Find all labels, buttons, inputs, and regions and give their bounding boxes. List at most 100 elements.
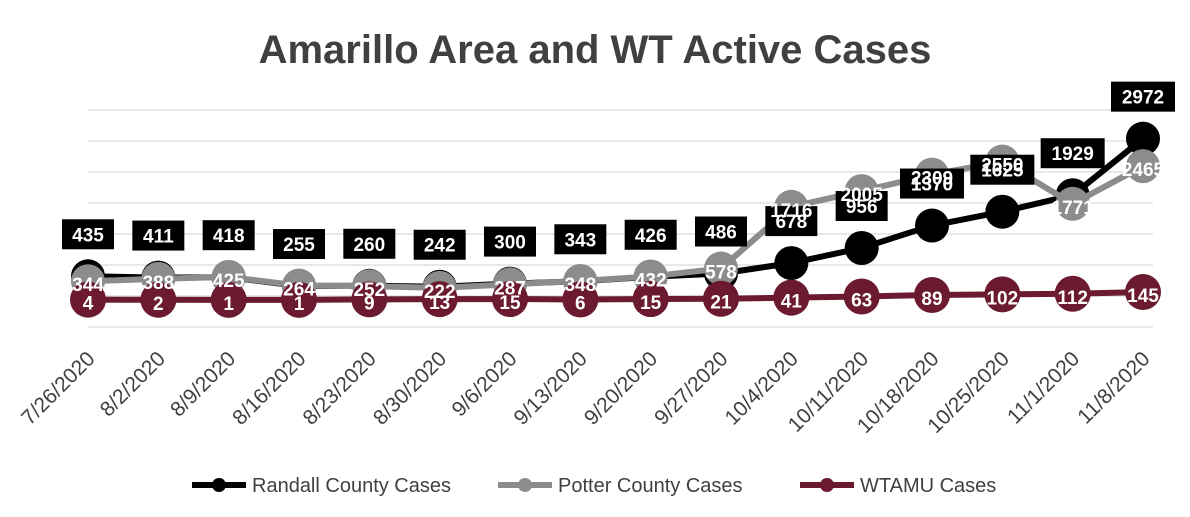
data-label-box	[835, 191, 888, 222]
data-label-text: 678	[775, 212, 807, 233]
data-label-text: 102	[986, 288, 1018, 309]
data-label-box	[202, 220, 255, 251]
x-tick-label: 11/1/2020	[1003, 347, 1084, 428]
x-tick-label: 8/16/2020	[228, 347, 310, 429]
data-label-text: 432	[635, 270, 667, 291]
data-label-text: 15	[640, 293, 662, 314]
data-label-text: 264	[283, 280, 315, 301]
data-label-box	[900, 168, 964, 199]
data-label-text: 344	[72, 275, 104, 296]
data-label: 63	[851, 290, 872, 311]
data-label-box	[132, 220, 185, 251]
data-point	[774, 246, 809, 281]
data-label-text: 145	[1127, 286, 1159, 307]
x-tick-label: 11/8/2020	[1073, 347, 1154, 428]
data-label-box	[62, 219, 114, 250]
data-label-box	[624, 219, 677, 250]
data-label-text: 348	[564, 275, 596, 296]
chart-title: Amarillo Area and WT Active Cases	[259, 28, 932, 72]
data-point	[915, 208, 949, 243]
data-label: 1625	[970, 154, 1035, 185]
data-point	[562, 281, 599, 318]
data-label-text: 1929	[1052, 144, 1094, 165]
data-point	[632, 281, 669, 318]
data-point	[703, 280, 739, 317]
x-tick-label: 8/23/2020	[299, 347, 381, 429]
data-label-text: 222	[424, 282, 456, 303]
data-label: 425	[213, 271, 245, 292]
data-label: 418	[202, 220, 255, 251]
data-label: 242	[413, 229, 466, 260]
data-label: 678	[765, 206, 818, 237]
data-label-box	[1111, 81, 1175, 112]
data-point	[1055, 186, 1090, 221]
data-label-text: 260	[353, 235, 385, 256]
data-label: 1	[223, 294, 234, 315]
data-point	[704, 251, 738, 286]
data-label-text: 418	[213, 226, 245, 247]
data-point	[140, 281, 177, 318]
data-label-text: 1771	[1052, 198, 1095, 219]
data-label-text: 287	[494, 278, 526, 299]
x-axis-tick-labels: 7/26/20208/2/20208/9/20208/16/20208/23/2…	[17, 347, 1154, 438]
data-label-text: 1716	[770, 201, 812, 222]
data-label-text: 343	[564, 230, 596, 251]
data-label-text: 13	[429, 293, 450, 314]
data-label-box	[273, 229, 325, 260]
data-label: 486	[695, 216, 747, 247]
data-label-text: 89	[921, 289, 942, 310]
x-tick-label: 9/13/2020	[510, 347, 592, 429]
data-label: 287	[494, 278, 526, 299]
data-point	[210, 281, 247, 318]
data-label-text: 2465	[1122, 160, 1165, 181]
data-label: 41	[781, 292, 803, 313]
data-label: 426	[624, 219, 677, 250]
data-label-box	[413, 229, 466, 260]
legend-label: WTAMU Cases	[860, 475, 996, 497]
data-label-box	[970, 154, 1035, 185]
legend-swatch-marker	[820, 478, 834, 492]
data-label-box	[484, 226, 536, 257]
data-label: 411	[132, 220, 185, 251]
data-label: 145	[1127, 286, 1159, 307]
data-label: 2309	[911, 169, 953, 190]
data-point	[843, 278, 880, 315]
data-point	[914, 277, 950, 314]
data-label-text: 252	[353, 280, 385, 301]
data-label-text: 435	[72, 225, 104, 246]
data-label: 255	[273, 229, 325, 260]
data-label-box	[554, 224, 607, 255]
data-point	[1125, 274, 1161, 311]
data-label-text: 300	[494, 233, 526, 254]
data-label-text: 242	[424, 236, 456, 257]
x-tick-label: 9/27/2020	[650, 347, 732, 429]
legend-entry: Randall County Cases	[192, 475, 451, 497]
legend-entry: WTAMU Cases	[800, 475, 996, 497]
data-label-text: 388	[142, 273, 174, 294]
x-tick-label: 8/30/2020	[369, 347, 451, 429]
data-label: 343	[554, 224, 607, 255]
data-label-text: 578	[705, 263, 737, 284]
data-point	[984, 276, 1021, 313]
data-label: 9	[364, 293, 375, 314]
data-label-text: 2550	[981, 156, 1023, 177]
data-label-text: 112	[1057, 288, 1088, 309]
x-tick-label: 8/9/2020	[166, 347, 240, 421]
data-label: 112	[1057, 288, 1088, 309]
data-label: 344	[72, 275, 104, 296]
data-label-text: 2309	[911, 169, 953, 190]
data-point	[1054, 275, 1091, 312]
data-label-box	[765, 206, 818, 237]
data-label: 260	[343, 228, 396, 259]
data-label: 15	[499, 293, 521, 314]
data-label: 15	[640, 293, 662, 314]
data-label: 264	[283, 280, 315, 301]
data-label-box	[343, 228, 396, 259]
data-label: 435	[62, 219, 114, 250]
data-label-text: 41	[781, 292, 803, 313]
data-label-text: 486	[705, 223, 737, 244]
data-label: 348	[564, 275, 596, 296]
data-label-text: 426	[635, 226, 667, 247]
data-point	[844, 231, 879, 266]
